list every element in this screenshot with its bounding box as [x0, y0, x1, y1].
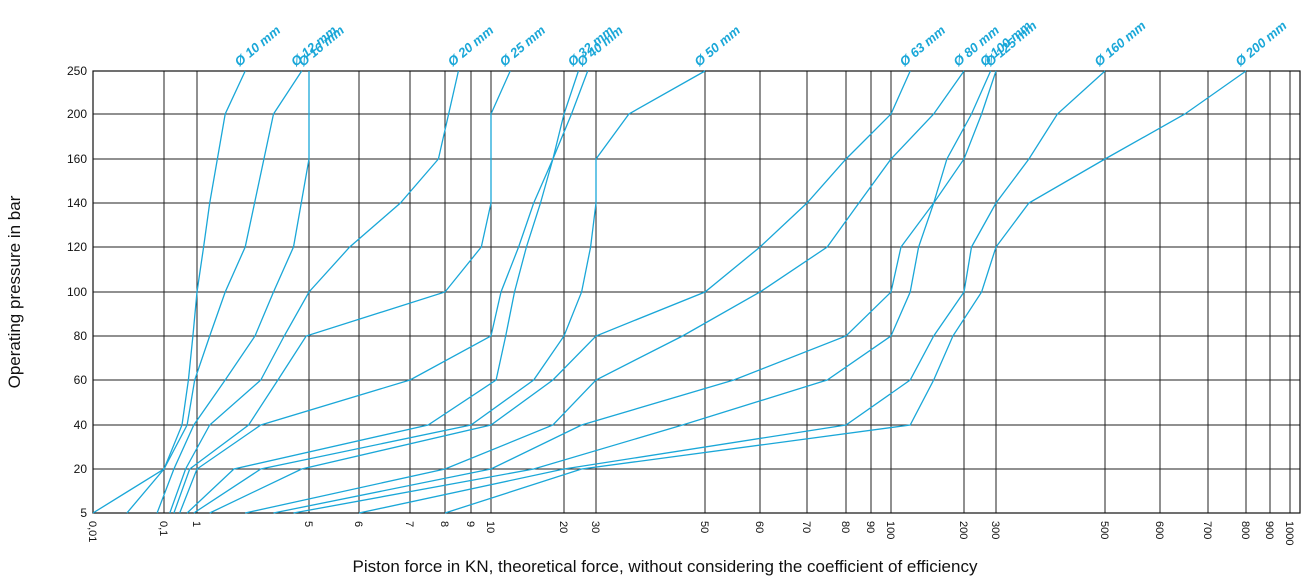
y-tick-label: 80	[74, 329, 88, 343]
series-line	[273, 70, 992, 514]
x-tick-label: 900	[1263, 521, 1275, 539]
plot-frame	[92, 70, 1301, 514]
x-axis-label: Piston force in KN, theoretical force, w…	[353, 557, 978, 576]
y-tick-label: 200	[67, 107, 87, 121]
x-tick-labels: 0,01 0,1 1 5 6 7 8 9 10 20 30 50 60 70 80 90 100 200 300 50…	[86, 521, 1295, 545]
x-tick-label: 200	[957, 521, 969, 539]
chart-series-lines	[93, 70, 1247, 514]
x-tick-label: 9	[464, 521, 476, 527]
x-tick-label: 60	[753, 521, 765, 533]
series-label: Ø 200 mm	[1232, 18, 1290, 70]
y-tick-label: 60	[74, 373, 88, 387]
series-line	[169, 70, 460, 514]
x-tick-label: 70	[800, 521, 812, 533]
series-label: Ø 25 mm	[496, 22, 548, 69]
x-tick-label: 30	[589, 521, 601, 533]
x-tick-label: 50	[698, 521, 710, 533]
x-tick-label: 6	[352, 521, 364, 527]
x-tick-label: 80	[839, 521, 851, 533]
x-tick-label: 20	[557, 521, 569, 533]
x-tick-label: 8	[438, 521, 450, 527]
y-tick-label: 120	[67, 240, 87, 254]
series-line	[245, 70, 965, 514]
y-tick-label: 5	[80, 506, 87, 520]
series-line	[444, 70, 1247, 514]
x-tick-label: 100	[884, 521, 896, 539]
x-tick-label: 1000	[1283, 521, 1295, 545]
x-tick-label: 800	[1239, 521, 1251, 539]
x-tick-label: 500	[1098, 521, 1110, 539]
y-tick-label: 20	[74, 462, 88, 476]
series-line	[186, 70, 589, 514]
x-tick-label: 10	[484, 521, 496, 533]
x-tick-label: 0,01	[86, 521, 98, 542]
series-label: Ø 20 mm	[445, 22, 497, 69]
series-line	[193, 70, 706, 514]
series-line	[93, 70, 246, 514]
y-tick-label: 250	[67, 64, 87, 78]
y-axis-label: Operating pressure in bar	[5, 195, 24, 388]
y-tick-label: 40	[74, 418, 88, 432]
y-tick-label: 100	[67, 285, 87, 299]
x-tick-label: 7	[403, 521, 415, 527]
x-tick-label: 0,1	[157, 521, 169, 536]
series-label: Ø 50 mm	[691, 22, 743, 69]
y-tick-labels: 5 20 40 60 80 100 120 140 160 200 250	[67, 64, 87, 520]
x-tick-label: 1	[190, 521, 202, 527]
series-label: Ø 160 mm	[1091, 18, 1149, 70]
series-label: Ø 63 mm	[896, 22, 948, 69]
series-labels: Ø 10 mm Ø 12 mmØ 16 mm Ø 20 mm Ø 25 mm Ø 32 …	[232, 18, 1290, 70]
y-tick-label: 160	[67, 152, 87, 166]
series-line	[173, 70, 511, 514]
y-tick-label: 140	[67, 196, 87, 210]
x-tick-label: 600	[1153, 521, 1165, 539]
series-line	[209, 70, 911, 514]
x-tick-label: 300	[989, 521, 1001, 539]
x-tick-label: 90	[864, 521, 876, 533]
x-tick-label: 700	[1201, 521, 1213, 539]
x-tick-label: 5	[302, 521, 314, 527]
series-line	[358, 70, 1106, 514]
series-line	[179, 70, 580, 514]
series-label: Ø 10 mm	[232, 22, 284, 69]
series-line	[293, 70, 997, 514]
series-line	[156, 71, 310, 514]
series-line	[126, 70, 303, 514]
